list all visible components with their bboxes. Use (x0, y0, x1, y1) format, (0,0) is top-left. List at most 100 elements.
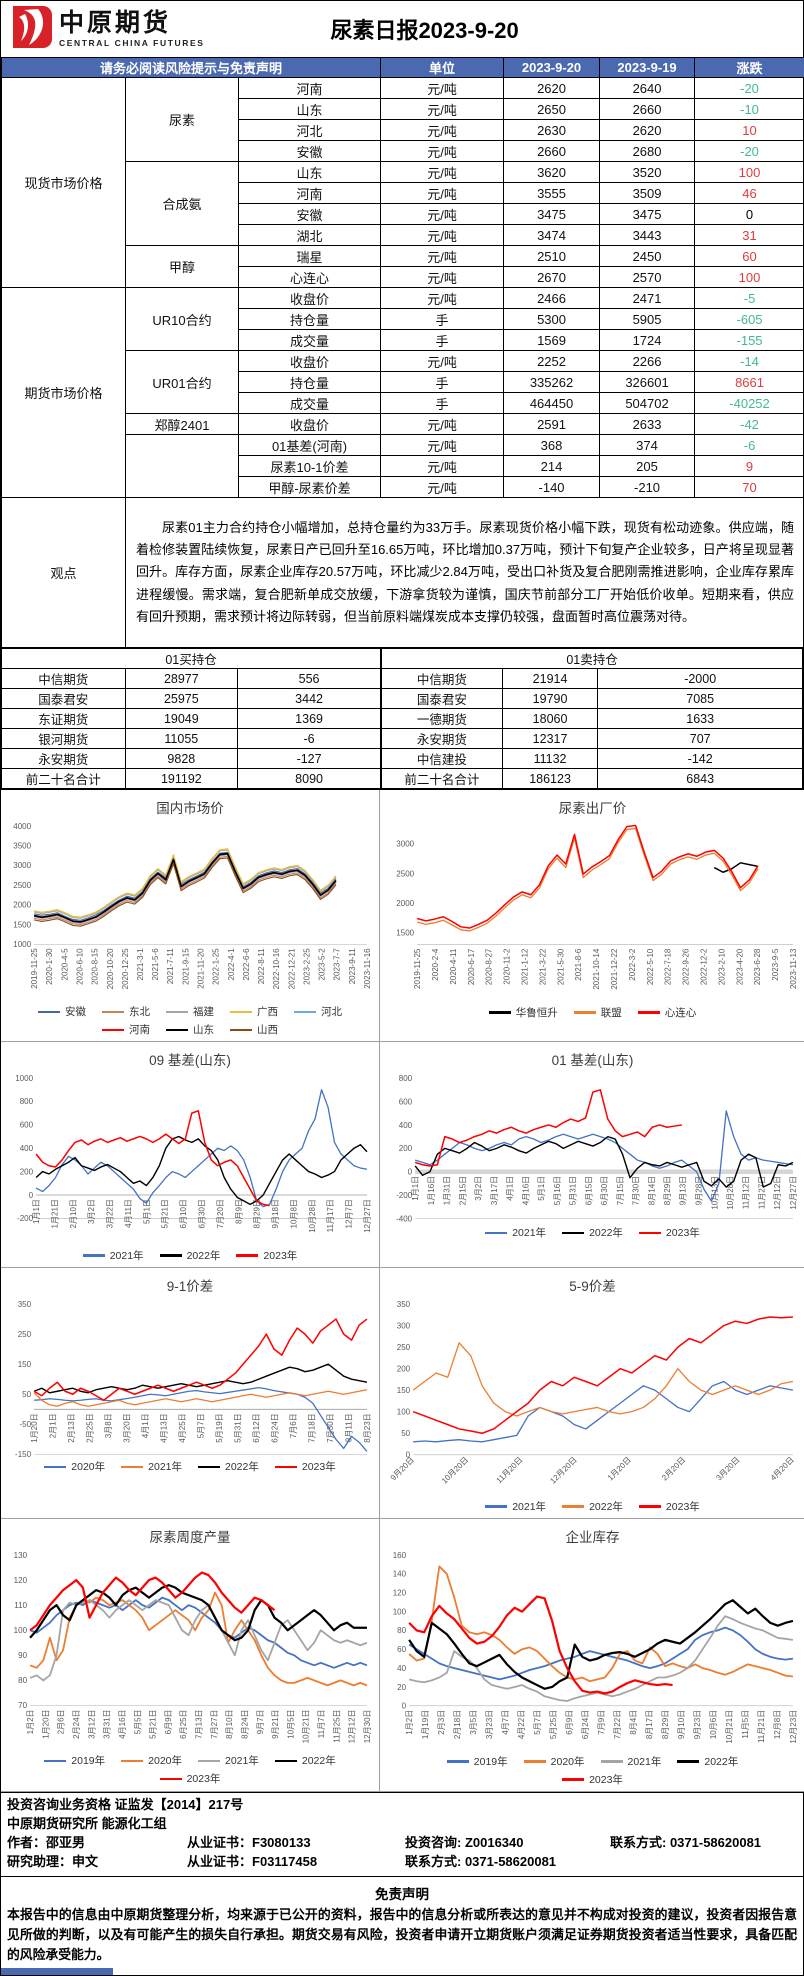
svg-text:2023-2-25: 2023-2-25 (302, 948, 311, 985)
legend-item: 2021年 (485, 1225, 546, 1240)
svg-text:11月25日: 11月25日 (332, 1709, 341, 1742)
credential-item: 投资咨询: Z0016340 (405, 1835, 610, 1852)
svg-text:250: 250 (397, 1343, 411, 1352)
value-prev: 2620 (600, 120, 695, 141)
svg-text:11月12日: 11月12日 (742, 1176, 751, 1209)
svg-text:140: 140 (393, 1570, 407, 1579)
position-volume: 21914 (502, 669, 598, 689)
subgroup-label (126, 435, 239, 498)
svg-text:3月5日: 3月5日 (469, 1710, 478, 1735)
svg-text:6月24日: 6月24日 (271, 1413, 280, 1442)
svg-text:2022-4-1: 2022-4-1 (227, 948, 236, 981)
unit-cell: 元/吨 (381, 246, 504, 267)
svg-text:11月5日: 11月5日 (741, 1710, 750, 1739)
svg-text:1月21日: 1月21日 (50, 1200, 59, 1229)
disclaimer-text: 本报告中的信息由中原期货整理分析，均来源于已公开的资料，报告中的信息分析或所表达… (7, 1905, 797, 1964)
svg-text:9月28日: 9月28日 (695, 1176, 704, 1205)
value-today: 1569 (504, 330, 600, 351)
svg-text:1月20日: 1月20日 (30, 1413, 39, 1442)
svg-text:2021-11-20: 2021-11-20 (197, 948, 206, 989)
svg-text:60: 60 (397, 1645, 406, 1654)
svg-text:4月22日: 4月22日 (517, 1710, 526, 1739)
svg-text:2022-1-25: 2022-1-25 (212, 948, 221, 985)
department-line: 中原期货研究所 能源化工组 (7, 1815, 797, 1834)
change-cell: 8661 (695, 372, 804, 393)
value-prev: 504702 (600, 393, 695, 414)
svg-text:2500: 2500 (396, 869, 414, 878)
svg-text:7月9日: 7月9日 (597, 1710, 606, 1735)
svg-text:3000: 3000 (13, 861, 31, 870)
unit-cell: 元/吨 (381, 183, 504, 204)
svg-text:2021-7-11: 2021-7-11 (166, 948, 175, 984)
svg-text:6月24日: 6月24日 (581, 1710, 590, 1739)
item-label: 瑞星 (239, 246, 381, 267)
svg-text:6月25日: 6月25日 (179, 1709, 188, 1738)
svg-text:7月20日: 7月20日 (216, 1200, 225, 1229)
value-today: 2510 (504, 246, 600, 267)
svg-text:9月13日: 9月13日 (679, 1176, 688, 1205)
viewpoint-row: 观点尿素01主力合约持仓小幅增加，总持仓量约为33万手。尿素现货价格小幅下跌，现… (2, 498, 804, 648)
viewpoint-label: 观点 (2, 498, 126, 648)
svg-text:9月18日: 9月18日 (271, 1200, 280, 1229)
legend-item: 2019年 (447, 1754, 508, 1769)
unit-cell: 元/吨 (381, 435, 504, 456)
broker-name: 银河期货 (2, 729, 126, 749)
positions-title: 01买持仓 (2, 649, 381, 669)
svg-text:7月6日: 7月6日 (289, 1413, 298, 1438)
svg-text:300: 300 (397, 1321, 411, 1330)
value-today: 335262 (504, 372, 600, 393)
value-prev: 2450 (600, 246, 695, 267)
value-prev: -210 (600, 477, 695, 498)
svg-text:800: 800 (399, 1074, 413, 1083)
svg-text:6月9日: 6月9日 (565, 1710, 574, 1735)
svg-text:1000: 1000 (15, 1074, 33, 1083)
position-volume: 191192 (125, 769, 237, 789)
chart-legend: 华鲁恒升联盟心连心 (383, 1003, 802, 1020)
broker-name: 中信建投 (382, 749, 503, 769)
subgroup-label: UR01合约 (126, 351, 239, 414)
legend-item: 2019年 (44, 1753, 105, 1768)
legend-item: 2021年 (485, 1499, 546, 1514)
svg-text:130: 130 (14, 1551, 28, 1560)
svg-text:350: 350 (397, 1300, 411, 1309)
svg-text:6月12日: 6月12日 (252, 1413, 261, 1442)
legend-item: 2023年 (275, 1459, 336, 1474)
value-today: 2252 (504, 351, 600, 372)
svg-text:80: 80 (397, 1626, 406, 1635)
change-cell: -14 (695, 351, 804, 372)
position-change: 1633 (598, 709, 803, 729)
item-label: 收盘价 (239, 351, 381, 372)
value-today: 368 (504, 435, 600, 456)
svg-text:2019-11-25: 2019-11-25 (30, 948, 39, 989)
position-volume: 19790 (502, 689, 598, 709)
svg-text:2月1日: 2月1日 (49, 1413, 58, 1438)
svg-text:400: 400 (399, 1121, 413, 1130)
svg-text:5月1日: 5月1日 (537, 1176, 546, 1201)
value-prev: 2471 (600, 288, 695, 309)
disclaimer-box: 免责声明 本报告中的信息由中原期货整理分析，均来源于已公开的资料，报告中的信息分… (1, 1876, 803, 1974)
position-change: 6843 (598, 769, 803, 789)
change-cell: -605 (695, 309, 804, 330)
position-volume: 9828 (125, 749, 237, 769)
svg-text:0: 0 (408, 1168, 413, 1177)
svg-text:3000: 3000 (396, 840, 414, 849)
value-prev: 3475 (600, 204, 695, 225)
svg-text:350: 350 (18, 1300, 32, 1309)
change-cell: -42 (695, 414, 804, 435)
column-header: 单位 (381, 58, 504, 78)
svg-text:2023-6-28: 2023-6-28 (753, 948, 762, 985)
value-today: 3620 (504, 162, 600, 183)
svg-text:2023-7-7: 2023-7-7 (333, 948, 342, 981)
legend-item: 2021年 (601, 1754, 662, 1769)
